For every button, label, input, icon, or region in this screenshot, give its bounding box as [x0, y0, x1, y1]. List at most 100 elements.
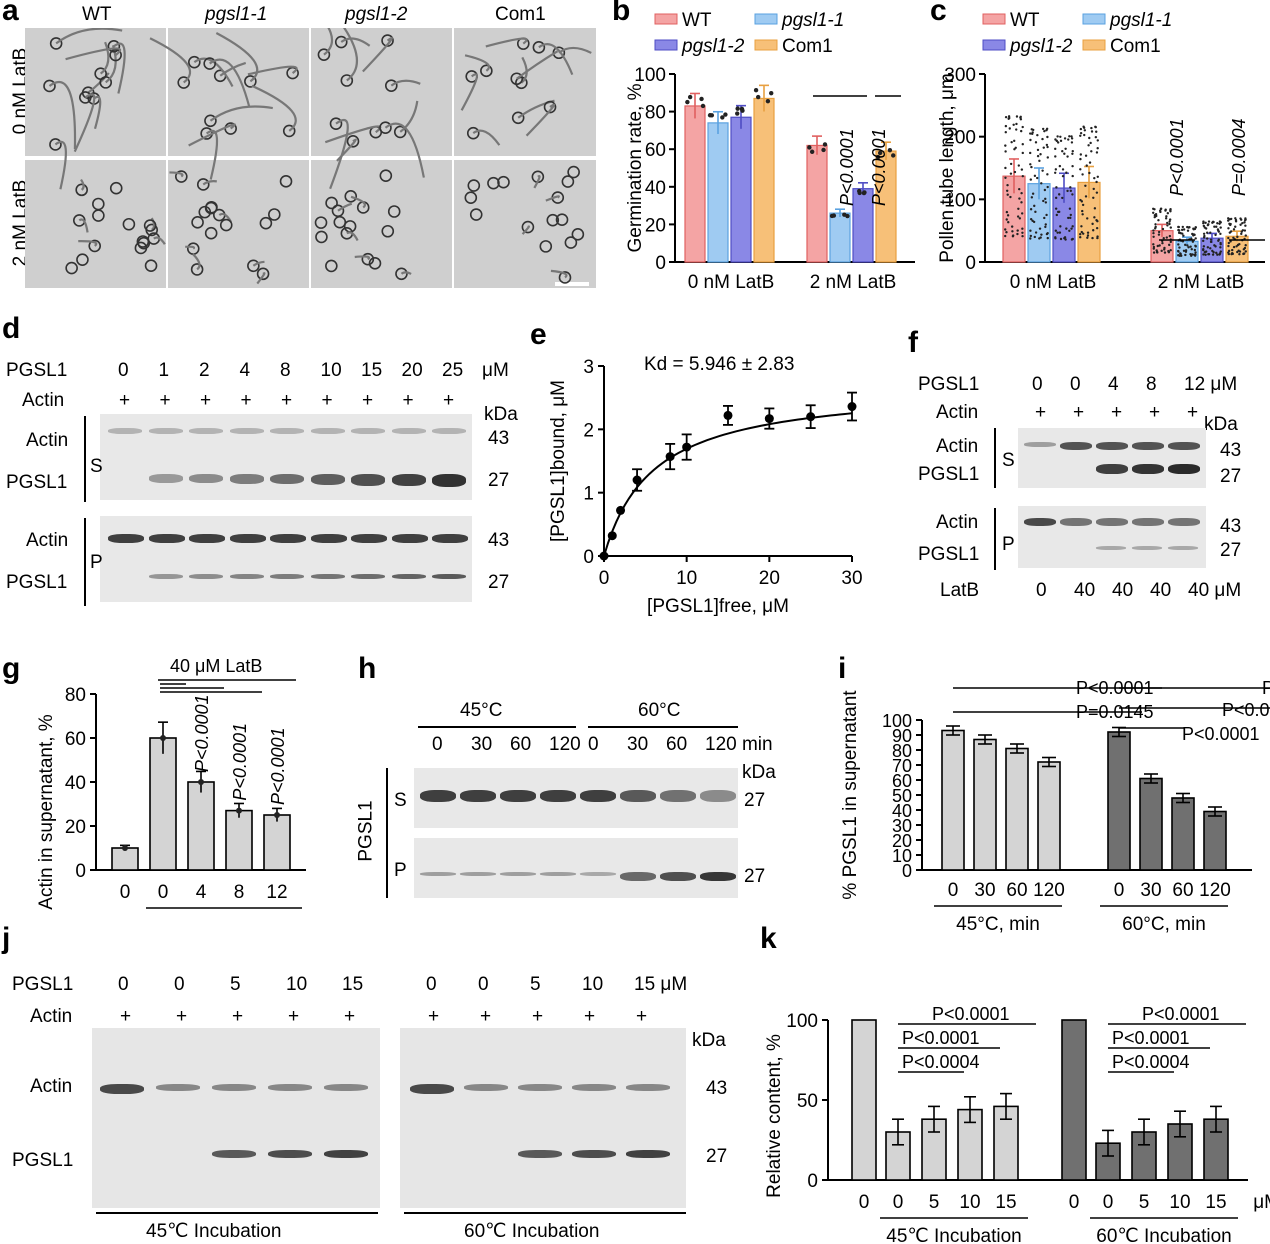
data-point: [822, 142, 828, 147]
group-label: 0 nM LatB: [1010, 272, 1097, 293]
d-divider-p: [84, 518, 86, 606]
p-value: P<0.0004: [902, 1052, 980, 1072]
j-conc-right: 0: [426, 974, 437, 995]
bar: [1005, 747, 1029, 871]
pollen-tube: [78, 240, 98, 247]
f-conc-value: 0: [1070, 374, 1081, 395]
pollen-grain: [567, 165, 580, 179]
pollen-grain: [314, 216, 328, 229]
f-plus: +: [1187, 402, 1199, 423]
pollen-tube: [247, 65, 298, 76]
f-pgsl1-label: PGSL1: [918, 374, 980, 395]
data-point: [1009, 172, 1013, 175]
data-point: [1020, 212, 1024, 215]
data-point: [1038, 227, 1042, 230]
d-p-actin: Actin: [26, 530, 69, 551]
j-plus-right: +: [428, 1006, 440, 1027]
data-point: [1219, 226, 1222, 229]
bar: [829, 212, 851, 263]
data-point: [1071, 193, 1074, 196]
pollen-grain: [467, 179, 481, 192]
data-point: [1218, 252, 1222, 255]
data-point: [1005, 231, 1008, 234]
data-point: [1058, 164, 1062, 168]
y-tick-label: 10: [892, 846, 912, 866]
pollen-grain: [539, 240, 553, 253]
y-axis-label: Relative content, %: [764, 1034, 785, 1198]
data-point: [1092, 229, 1095, 232]
group-label: 60℃ Incubation: [1096, 1226, 1231, 1244]
pollen-grain: [188, 55, 201, 69]
data-point: [1240, 232, 1243, 236]
data-point: [1031, 131, 1034, 134]
pollen-tube: [252, 260, 265, 267]
h-mw-p: 27: [744, 866, 766, 887]
data-point: [1209, 240, 1213, 244]
j-band-pgsl1: [626, 1150, 670, 1158]
d-band-pgsl1-s: [148, 474, 183, 483]
data-point: [1165, 215, 1168, 218]
data-point: [1004, 124, 1008, 128]
data-point: [1021, 227, 1024, 230]
pollen-grain: [532, 41, 546, 54]
data-point: [1243, 219, 1247, 222]
legend-swatch: [1082, 39, 1106, 51]
pollen-grain: [144, 259, 158, 272]
x-axis-label: [PGSL1], μM: [169, 916, 278, 918]
data-point: [1032, 128, 1035, 132]
bar: [684, 105, 706, 263]
pollen-tube: [87, 72, 110, 94]
f-band-pgsl1-s: [1168, 464, 1200, 474]
x-tick-label: 0: [1114, 880, 1125, 901]
f-band-actin-p: [1096, 518, 1128, 526]
h-band-p: [620, 872, 656, 881]
data-point: [1190, 247, 1193, 251]
h-temp-45: 45°C: [460, 700, 503, 721]
data-point: [1066, 155, 1069, 158]
data-point: [1216, 253, 1219, 256]
data-point: [1021, 231, 1024, 234]
data-point: [1059, 237, 1063, 241]
h-time-value: 0: [432, 734, 443, 755]
f-band-actin-p: [1168, 518, 1200, 526]
data-point: [1016, 229, 1019, 232]
data-point: [1156, 244, 1159, 248]
data-point: [1083, 129, 1087, 132]
data-point: [1019, 115, 1022, 119]
d-conc-value: 4: [239, 360, 251, 381]
data-point: [1164, 217, 1168, 220]
data-point: [1020, 168, 1024, 171]
x-axis-label: [PGSL1]free, μM: [647, 596, 789, 617]
data-point: [236, 807, 242, 814]
f-plus: +: [1149, 402, 1161, 423]
j-conc-right: 5: [530, 974, 541, 995]
data-point: [1085, 164, 1088, 167]
data-point: [1015, 122, 1018, 126]
p-value: P<0.0001: [1182, 724, 1260, 744]
d-band-pgsl1-p: [432, 574, 466, 579]
d-band-actin-p: [229, 534, 266, 543]
data-point: [1071, 225, 1074, 228]
pollen-tube: [525, 103, 556, 137]
d-conc-value: 8: [280, 360, 291, 381]
bar: [263, 814, 291, 871]
data-point: [1029, 163, 1032, 166]
data-point: [1232, 228, 1236, 231]
pollen-grain: [543, 100, 557, 114]
chart-title: Kd = 5.946 ± 2.83: [644, 354, 794, 375]
pollen-tube: [192, 253, 201, 271]
pollen-grain: [247, 259, 260, 273]
bar: [111, 847, 139, 871]
data-point: [1043, 129, 1046, 133]
pollen-grain: [134, 241, 148, 255]
pollen-grain: [259, 216, 273, 230]
pollen-grain: [555, 213, 569, 226]
h-band-s: [700, 790, 736, 802]
f-band-pgsl1-s: [1096, 464, 1128, 474]
data-point: [1219, 241, 1222, 245]
pollen-tube: [202, 180, 217, 186]
data-point: [1061, 196, 1064, 200]
data-point: [1177, 225, 1180, 229]
pollen-grain: [480, 64, 493, 78]
d-conc-value: 10: [320, 360, 342, 381]
